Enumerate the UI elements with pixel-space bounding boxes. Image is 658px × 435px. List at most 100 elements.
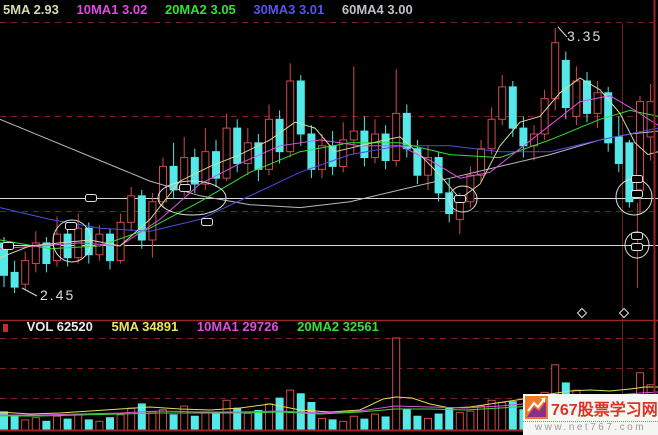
candle[interactable] bbox=[455, 192, 464, 431]
candle[interactable] bbox=[561, 51, 570, 431]
candle[interactable] bbox=[530, 125, 538, 431]
volume-bar[interactable] bbox=[169, 414, 178, 431]
candle[interactable] bbox=[10, 260, 19, 431]
volume-bar[interactable] bbox=[498, 401, 507, 431]
volume-bar[interactable] bbox=[466, 410, 475, 431]
candle[interactable] bbox=[614, 116, 623, 431]
ma20-value: 20MA2 3.05 bbox=[164, 2, 236, 17]
volume-bar[interactable] bbox=[190, 415, 199, 431]
candle[interactable] bbox=[296, 75, 305, 431]
volume-bar[interactable] bbox=[127, 407, 136, 431]
volume-bar[interactable] bbox=[371, 413, 379, 431]
vol-ma5-value: 5MA 34891 bbox=[111, 319, 179, 334]
candle[interactable] bbox=[318, 134, 326, 431]
volume-bar[interactable] bbox=[381, 416, 390, 431]
volume-bar[interactable] bbox=[53, 415, 61, 431]
vol-ma20-value: 20MA2 32561 bbox=[297, 319, 379, 334]
volume-bar[interactable] bbox=[275, 397, 284, 431]
candle[interactable] bbox=[625, 139, 634, 431]
gridlines bbox=[0, 22, 658, 399]
volume-bar[interactable] bbox=[243, 412, 252, 431]
candle[interactable] bbox=[307, 125, 316, 431]
candle[interactable] bbox=[360, 116, 369, 431]
candle[interactable] bbox=[21, 251, 30, 431]
candle[interactable] bbox=[445, 178, 454, 431]
volume-bar[interactable] bbox=[413, 415, 422, 431]
candle[interactable] bbox=[349, 66, 358, 431]
volume-bar[interactable] bbox=[21, 419, 30, 431]
candle[interactable] bbox=[212, 139, 220, 431]
candle[interactable] bbox=[201, 128, 210, 431]
volume-bar[interactable] bbox=[318, 417, 326, 431]
candle[interactable] bbox=[434, 151, 443, 431]
volume-bar[interactable] bbox=[95, 420, 104, 431]
volume-bar[interactable] bbox=[31, 417, 40, 431]
candle[interactable] bbox=[402, 104, 411, 431]
volume-bar[interactable] bbox=[392, 337, 401, 431]
ma5-value: 5MA 2.93 bbox=[3, 2, 59, 17]
signal-marker bbox=[179, 184, 191, 192]
candle[interactable] bbox=[137, 189, 146, 431]
candle[interactable] bbox=[593, 81, 602, 431]
candle[interactable] bbox=[106, 228, 114, 431]
volume-bar[interactable] bbox=[201, 411, 210, 431]
signal-marker bbox=[454, 195, 466, 203]
candle[interactable] bbox=[159, 157, 167, 431]
candle[interactable] bbox=[519, 116, 528, 431]
candle[interactable] bbox=[508, 81, 517, 431]
candle[interactable] bbox=[275, 110, 284, 431]
candle[interactable] bbox=[339, 122, 348, 431]
volume-bar[interactable] bbox=[328, 419, 337, 431]
candle[interactable] bbox=[572, 66, 581, 431]
volume-bar[interactable] bbox=[63, 418, 72, 431]
volume-bar[interactable] bbox=[455, 412, 464, 431]
candle[interactable] bbox=[127, 187, 136, 431]
volume-bar[interactable] bbox=[424, 417, 432, 431]
volume-bar[interactable] bbox=[445, 407, 454, 431]
volume-bar[interactable] bbox=[10, 415, 19, 431]
volume-bar[interactable] bbox=[42, 420, 51, 431]
candle[interactable] bbox=[392, 69, 401, 431]
vol-ma-line bbox=[0, 386, 658, 415]
candle[interactable] bbox=[646, 83, 655, 431]
volume-bar[interactable] bbox=[434, 413, 443, 431]
volume-bar[interactable] bbox=[360, 418, 369, 431]
volume-bar[interactable] bbox=[339, 420, 348, 431]
candle[interactable] bbox=[84, 222, 93, 431]
volume-header: VOL 62520 5MA 34891 10MA1 29726 20MA2 32… bbox=[3, 319, 394, 334]
volume-bar[interactable] bbox=[487, 399, 496, 431]
volume-bar[interactable] bbox=[212, 413, 220, 431]
volume-bar[interactable] bbox=[265, 403, 273, 431]
volume-bar[interactable] bbox=[148, 411, 157, 431]
candle[interactable] bbox=[424, 145, 432, 431]
volume-bar[interactable] bbox=[116, 414, 125, 431]
volume-bar[interactable] bbox=[508, 401, 517, 431]
candle[interactable] bbox=[222, 113, 231, 431]
ma60-value: 60MA4 3.00 bbox=[341, 2, 413, 17]
candle[interactable] bbox=[498, 75, 507, 431]
volume-bar[interactable] bbox=[402, 409, 411, 431]
candle[interactable] bbox=[265, 104, 273, 431]
volume-bar[interactable] bbox=[84, 419, 93, 431]
candle[interactable] bbox=[487, 107, 496, 431]
volume-bar[interactable] bbox=[254, 409, 263, 431]
volume-bar[interactable] bbox=[106, 417, 114, 431]
candle[interactable] bbox=[328, 131, 337, 431]
candle[interactable] bbox=[254, 134, 263, 431]
volume-bar[interactable] bbox=[349, 415, 358, 431]
candle[interactable] bbox=[381, 125, 390, 431]
volume-bar[interactable] bbox=[307, 401, 316, 431]
vol-ma10-value: 10MA1 29726 bbox=[196, 319, 279, 334]
ma-lines-group bbox=[0, 77, 658, 259]
candle[interactable] bbox=[551, 28, 560, 431]
volume-bar[interactable] bbox=[286, 389, 295, 431]
price-label-high: 3.35 bbox=[567, 28, 603, 44]
volume-bar[interactable] bbox=[74, 413, 83, 431]
candle[interactable] bbox=[466, 166, 475, 431]
candle[interactable] bbox=[477, 139, 485, 431]
candle[interactable] bbox=[286, 63, 295, 431]
volume-bar[interactable] bbox=[222, 399, 231, 431]
candle[interactable] bbox=[371, 119, 379, 431]
candle[interactable] bbox=[413, 139, 422, 431]
